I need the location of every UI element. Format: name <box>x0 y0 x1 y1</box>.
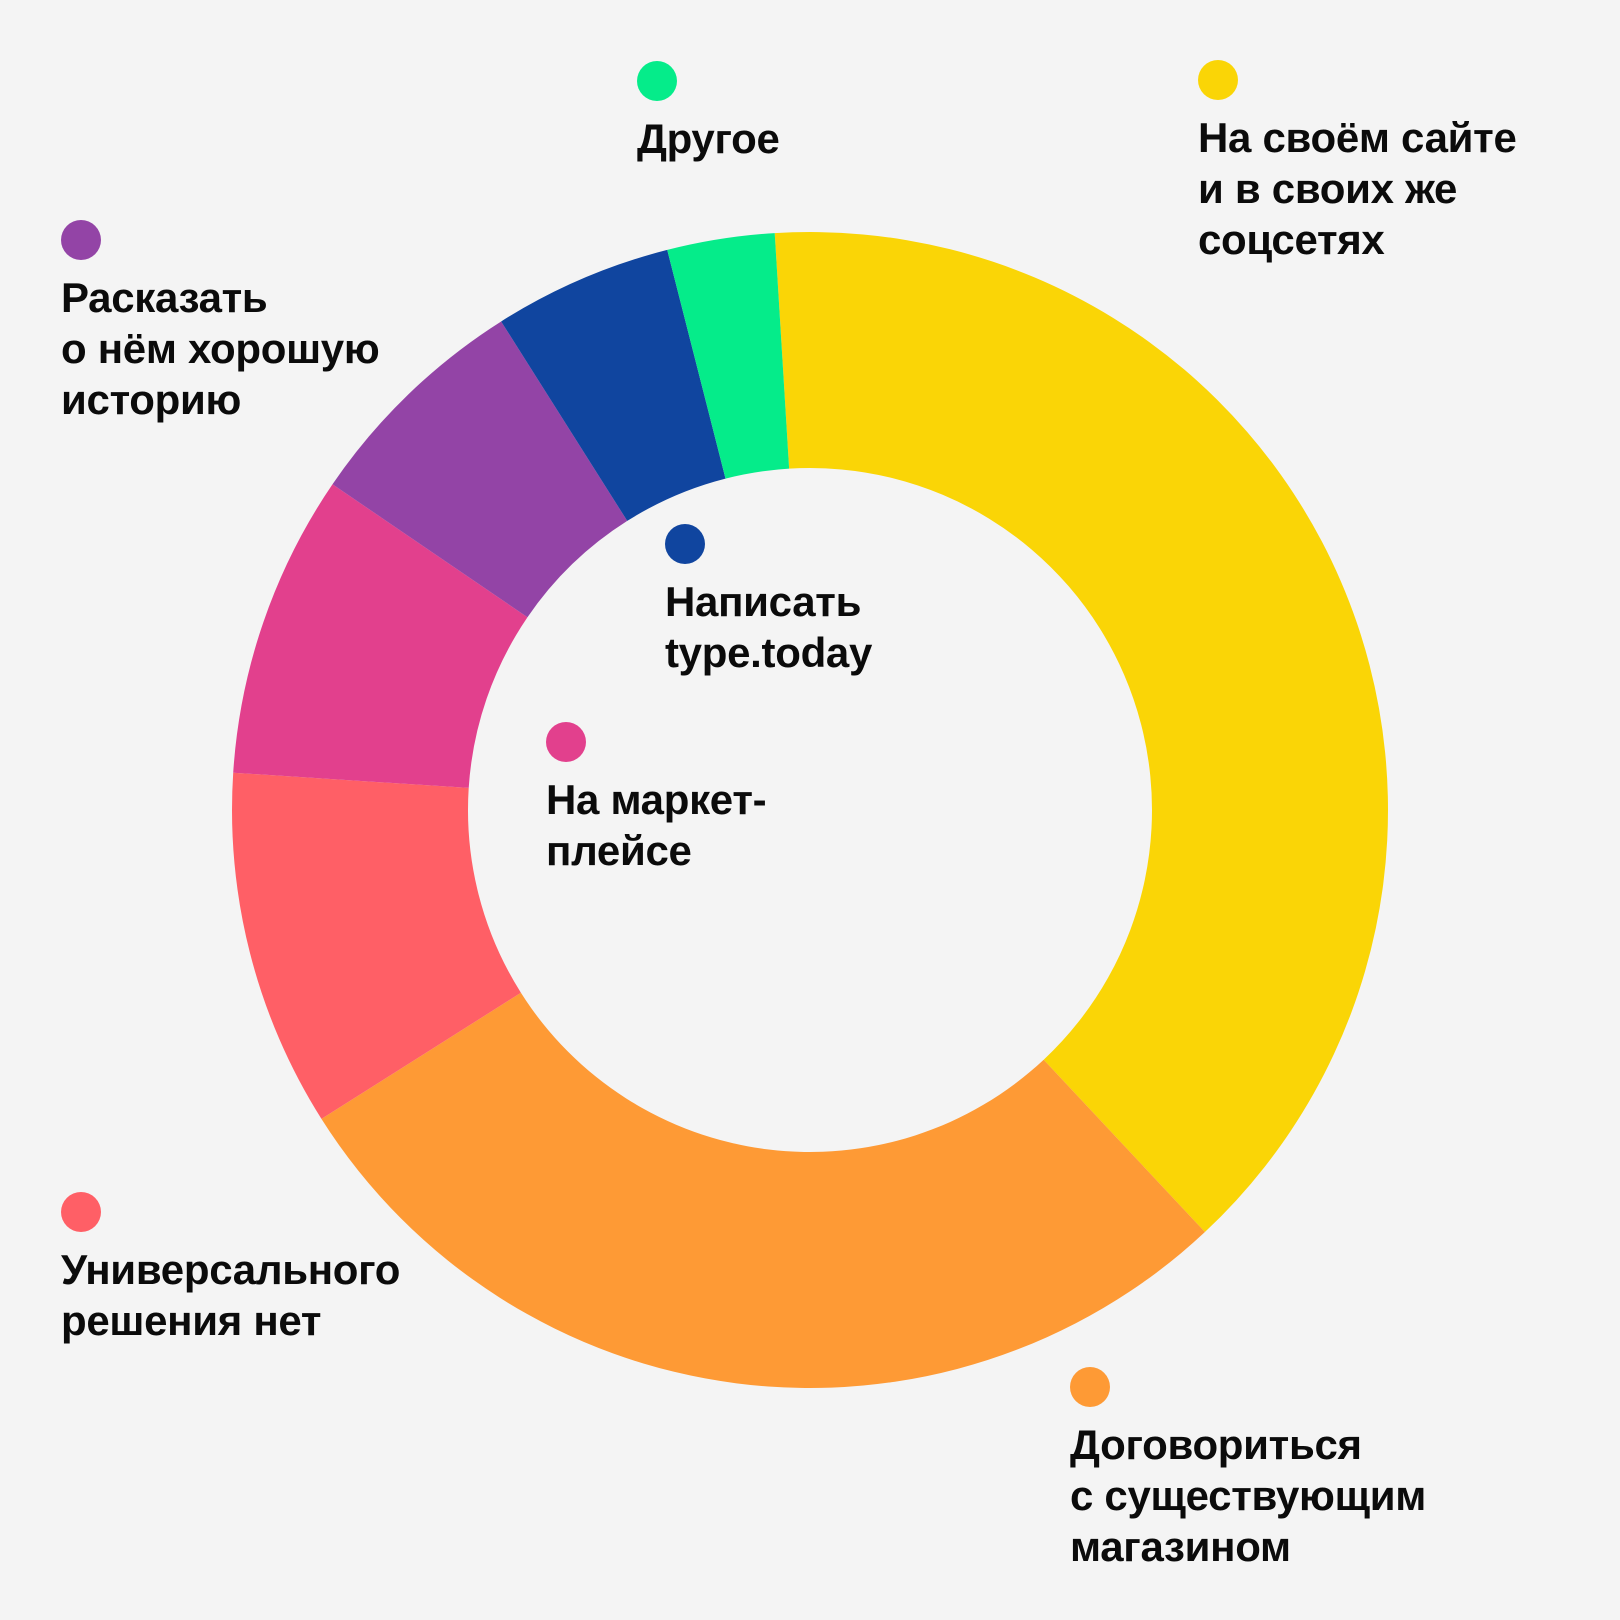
legend-label-other: Другое <box>637 115 780 162</box>
legend-label-write-type-today: Написать type.today <box>665 578 873 676</box>
donut-slice-write-type-today <box>501 249 726 521</box>
donut-slice-no-universal-solution <box>232 772 521 1119</box>
legend-label-own-site: На своём сайте и в своих же соцсетях <box>1198 114 1517 263</box>
legend-dot-good-story <box>61 220 101 260</box>
legend-dot-marketplace <box>546 722 586 762</box>
legend-label-marketplace: На маркет- плейсе <box>546 776 767 874</box>
donut-slice-good-story <box>332 321 628 618</box>
legend-dot-existing-store <box>1070 1367 1110 1407</box>
legend-label-no-universal-solution: Универсального решения нет <box>61 1246 401 1344</box>
legend-dot-other <box>637 61 677 101</box>
legend-dot-own-site <box>1198 60 1238 100</box>
legend-label-good-story: Раcказать о нём хорошую историю <box>61 274 380 423</box>
donut-slice-own-site <box>774 231 1389 1233</box>
legend-label-existing-store: Договориться с существующим магазином <box>1070 1421 1427 1570</box>
legend-dot-write-type-today <box>665 524 705 564</box>
donut-slice-marketplace <box>233 484 528 788</box>
donut-slice-existing-store <box>321 992 1205 1389</box>
legend-dot-no-universal-solution <box>61 1192 101 1232</box>
donut-slice-other <box>667 233 790 479</box>
